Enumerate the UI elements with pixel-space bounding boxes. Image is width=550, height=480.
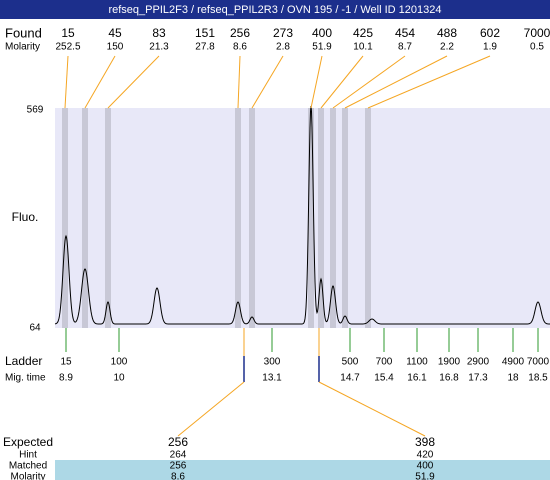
ladder-size: 7000 <box>527 357 550 368</box>
matched-highlight <box>55 460 550 480</box>
peak-connector <box>310 55 323 109</box>
expected-hint: 420 <box>417 450 434 461</box>
plot-area <box>55 108 550 328</box>
ladder-size: 500 <box>342 357 359 368</box>
found-molarity: 1.9 <box>483 42 497 53</box>
ladder-time: 18.5 <box>528 373 548 384</box>
found-label: Found <box>5 25 42 40</box>
peak-band <box>235 108 241 328</box>
peak-band <box>330 108 336 328</box>
expected-connector <box>318 381 426 437</box>
peak-band <box>342 108 348 328</box>
peak-connector <box>320 55 364 109</box>
expected-row-label: Molarity <box>10 472 45 480</box>
expected-row-label: Hint <box>19 450 37 461</box>
found-size: 256 <box>230 26 250 40</box>
ladder-time: 14.7 <box>340 373 360 384</box>
peak-connector <box>367 55 491 109</box>
peak-connector <box>251 55 284 109</box>
ladder-label: Ladder <box>5 354 42 368</box>
found-molarity: 10.1 <box>353 42 373 53</box>
trace <box>54 105 550 325</box>
expected-hint: 264 <box>170 450 187 461</box>
expected-molarity: 51.9 <box>415 472 435 480</box>
found-molarity: 8.6 <box>233 42 247 53</box>
peak-band <box>62 108 68 328</box>
found-size: 83 <box>152 26 166 40</box>
ladder-size: 1900 <box>438 357 461 368</box>
header-title: refseq_PPIL2F3 / refseq_PPIL2R3 / OVN 19… <box>108 4 441 16</box>
expected-molarity: 8.6 <box>171 472 185 480</box>
content-layer: 15252.5451508321.315127.82568.62732.8400… <box>3 26 550 480</box>
expected-row-label: Expected <box>3 435 53 449</box>
peak-band <box>82 108 88 328</box>
ladder-size: 4900 <box>502 357 525 368</box>
peak-band <box>249 108 255 328</box>
ladder-time: 15.4 <box>374 373 394 384</box>
ladder-size: 100 <box>111 357 128 368</box>
found-size: 400 <box>312 26 332 40</box>
expected-connector <box>177 381 245 437</box>
found-molarity: 2.8 <box>276 42 290 53</box>
y-min-label: 64 <box>29 323 41 334</box>
ladder-time: 8.9 <box>59 373 73 384</box>
found-molarity: 8.7 <box>398 42 412 53</box>
peak-band <box>308 108 314 328</box>
y-axis-label: Fluo. <box>12 210 39 224</box>
peak-band <box>105 108 111 328</box>
found-size: 425 <box>353 26 373 40</box>
peak-connector <box>107 55 160 109</box>
ladder-time: 13.1 <box>262 373 282 384</box>
peak-band <box>318 108 324 328</box>
expected-size: 398 <box>415 435 435 449</box>
found-molarity: 21.3 <box>149 42 169 53</box>
found-molarity: 252.5 <box>55 42 80 53</box>
peak-connector <box>64 55 69 109</box>
expected-size: 256 <box>168 435 188 449</box>
ladder-time: 18 <box>507 373 519 384</box>
ladder-size: 1100 <box>406 357 428 368</box>
ladder-size: 700 <box>376 357 393 368</box>
mig-time-label: Mig. time <box>5 373 46 384</box>
found-size: 602 <box>480 26 500 40</box>
ladder-time: 10 <box>113 373 125 384</box>
header-bar <box>0 0 550 19</box>
peak-band <box>365 108 371 328</box>
expected-row-label: Matched <box>9 461 47 472</box>
ladder-size: 2900 <box>467 357 490 368</box>
found-molarity: 51.9 <box>312 42 332 53</box>
ladder-size: 300 <box>264 357 281 368</box>
ladder-time: 16.8 <box>439 373 459 384</box>
ladder-size: 15 <box>60 357 72 368</box>
found-molarity: 27.8 <box>195 42 215 53</box>
ladder-time: 17.3 <box>468 373 488 384</box>
found-size: 45 <box>108 26 122 40</box>
peak-connector <box>84 55 116 109</box>
expected-matched: 256 <box>170 461 187 472</box>
found-size: 151 <box>195 26 215 40</box>
found-molarity: 0.5 <box>530 42 544 53</box>
expected-matched: 400 <box>417 461 434 472</box>
molarity-label: Molarity <box>5 42 40 53</box>
y-max-label: 569 <box>27 105 44 116</box>
peak-connector <box>344 55 448 109</box>
found-size: 454 <box>395 26 415 40</box>
found-size: 273 <box>273 26 293 40</box>
found-molarity: 150 <box>107 42 124 53</box>
found-size: 7000 <box>524 26 550 40</box>
found-size: 15 <box>61 26 75 40</box>
ladder-time: 16.1 <box>407 373 427 384</box>
found-molarity: 2.2 <box>440 42 454 53</box>
peak-connector <box>237 55 241 109</box>
peak-connector <box>332 55 406 109</box>
found-size: 488 <box>437 26 457 40</box>
